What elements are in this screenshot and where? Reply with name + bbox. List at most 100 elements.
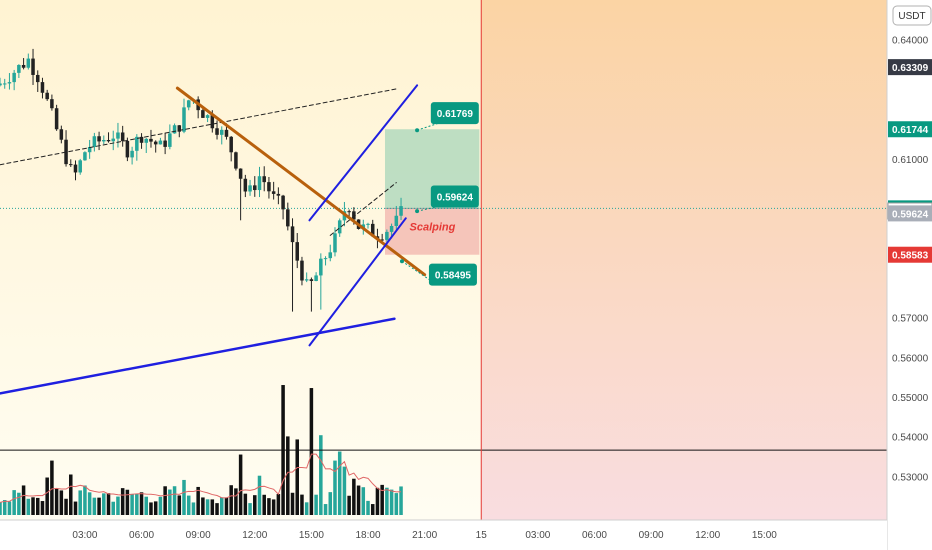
candle-body [243, 178, 248, 192]
volume-bar [186, 495, 191, 515]
volume-bar [7, 501, 12, 515]
volume-bar [12, 490, 16, 515]
candle-body [73, 164, 78, 173]
volume-bar [319, 435, 323, 515]
volume-bar [342, 466, 347, 515]
volume-bar [304, 502, 309, 515]
volume-bar [153, 501, 158, 515]
volume-bar [83, 485, 87, 515]
x-tick-label: 06:00 [582, 530, 607, 541]
volume-bar [59, 490, 64, 515]
candle-body [168, 133, 172, 147]
volume-bar [215, 503, 219, 515]
price-badge [888, 59, 932, 76]
candle-body [102, 139, 106, 142]
candle-body [366, 223, 370, 225]
channel-lower-line [308, 217, 407, 347]
background-left [0, 0, 482, 520]
y-tick-label: 0.54000 [892, 433, 929, 444]
volume-bar [300, 494, 304, 515]
volume-bar [172, 486, 177, 515]
candle-body [215, 128, 219, 135]
volume-bar [380, 484, 384, 515]
candle-body [111, 138, 115, 142]
price-badge [888, 205, 932, 222]
y-tick-label: 0.61000 [892, 155, 929, 166]
annotation-box [430, 102, 479, 125]
x-tick-label: 15 [476, 530, 488, 541]
volume-bar [163, 486, 167, 515]
candle-body [205, 115, 210, 118]
volume-bar [177, 495, 182, 515]
volume-bar [168, 489, 172, 515]
candle-body [177, 125, 182, 132]
volume-bar [26, 498, 31, 515]
volume-bar [375, 487, 380, 515]
candle-body [210, 115, 215, 129]
volume-bar [45, 477, 49, 515]
volume-bar [87, 492, 92, 515]
candle-body [139, 136, 144, 143]
candle-body [87, 146, 92, 153]
volume-bar [35, 497, 40, 515]
volume-bar [333, 460, 337, 515]
x-tick-label: 18:00 [355, 530, 380, 541]
volume-bar [158, 496, 163, 515]
volume-bar [262, 494, 266, 515]
candle-body [267, 182, 271, 192]
x-tick-label: 15:00 [299, 530, 324, 541]
y-tick-label: 0.55000 [892, 393, 929, 404]
channel-upper-line [308, 84, 419, 222]
volume-bar [139, 492, 144, 515]
volume-bar [361, 487, 366, 515]
candle-body [116, 132, 120, 139]
candle-body [281, 195, 285, 210]
candle-body [304, 279, 309, 281]
annotation-label: 0.61769 [437, 109, 474, 120]
y-tick-label: 0.57000 [892, 314, 929, 325]
x-tick-label: 03:00 [525, 530, 550, 541]
volume-bar [243, 493, 248, 515]
candle-body [385, 231, 389, 240]
volume-bar [238, 454, 243, 515]
candle-body [319, 258, 323, 276]
candle-body [380, 239, 384, 241]
volume-bar [385, 487, 389, 515]
volume-bar [92, 497, 97, 515]
candle-body [12, 72, 16, 83]
volume-bar [219, 497, 224, 515]
candle-body [229, 136, 233, 153]
candle-body [17, 64, 21, 73]
annotation-box [430, 185, 479, 208]
annotation-dot [399, 259, 404, 264]
volume-bar [73, 501, 78, 515]
volume-bar [196, 486, 200, 515]
candle-body [69, 164, 73, 166]
volume-bar [106, 493, 111, 515]
candle-body [290, 226, 295, 243]
volume-bar [352, 478, 356, 515]
volume-bar [144, 496, 149, 515]
volume-bar [17, 492, 21, 515]
volume-bar [191, 502, 196, 515]
annotation-connector [401, 260, 438, 286]
candle-body [50, 99, 54, 109]
volume-bar [366, 500, 370, 515]
volume-bar [314, 494, 318, 515]
price-badge [888, 246, 932, 263]
volume-bar [337, 451, 342, 515]
support-trendline [0, 317, 396, 395]
annotation-label: 0.59624 [437, 192, 474, 203]
x-tick-label: 12:00 [695, 530, 720, 541]
x-tick-label: 09:00 [186, 530, 211, 541]
x-tick-label: 06:00 [129, 530, 154, 541]
candle-body [40, 82, 45, 93]
candle-body [106, 139, 111, 142]
candle-body [45, 92, 49, 100]
candle-body [153, 141, 158, 145]
volume-bar [50, 460, 54, 515]
volume-bar [286, 436, 290, 515]
volume-bar [40, 501, 45, 515]
